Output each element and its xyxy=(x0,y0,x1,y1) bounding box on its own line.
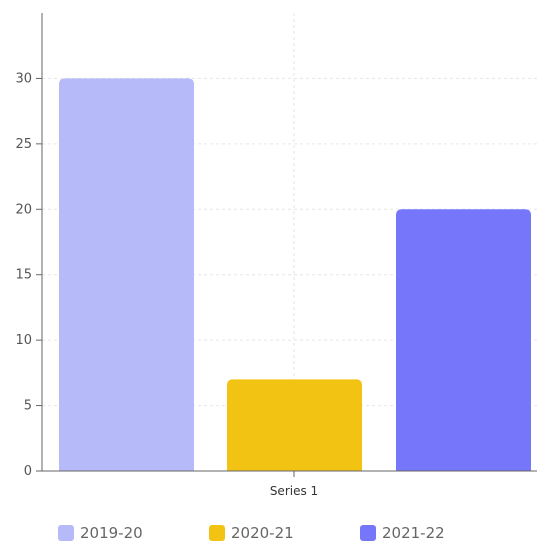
bar-chart: 0 5 10 15 20 25 30 Series 1 xyxy=(15,13,537,498)
legend-item[interactable]: 2019-20 xyxy=(58,524,209,542)
bar-2021-22 xyxy=(396,209,531,472)
bar-2019-20 xyxy=(59,78,194,471)
legend-item[interactable]: 2021-22 xyxy=(360,524,511,542)
x-axis-categories: Series 1 xyxy=(270,471,318,498)
y-tick-label: 15 xyxy=(15,268,32,283)
legend-label: 2019-20 xyxy=(80,524,143,542)
y-tick-label: 10 xyxy=(15,333,32,348)
y-tick-label: 25 xyxy=(15,137,32,152)
bars xyxy=(59,78,531,472)
legend: 2019-20 2020-21 2021-22 xyxy=(58,524,511,542)
y-tick-label: 5 xyxy=(24,399,32,414)
y-tick-label: 30 xyxy=(15,71,32,86)
y-tick-label: 0 xyxy=(24,464,32,479)
y-tick-label: 20 xyxy=(15,202,32,217)
bar-2020-21 xyxy=(227,379,362,471)
legend-label: 2021-22 xyxy=(382,524,445,542)
legend-swatch xyxy=(58,525,74,541)
legend-swatch xyxy=(360,525,376,541)
x-category-label: Series 1 xyxy=(270,484,318,498)
legend-item[interactable]: 2020-21 xyxy=(209,524,360,542)
legend-swatch xyxy=(209,525,225,541)
legend-label: 2020-21 xyxy=(231,524,294,542)
axes xyxy=(41,13,537,472)
y-axis-ticks: 0 5 10 15 20 25 30 xyxy=(15,71,42,479)
